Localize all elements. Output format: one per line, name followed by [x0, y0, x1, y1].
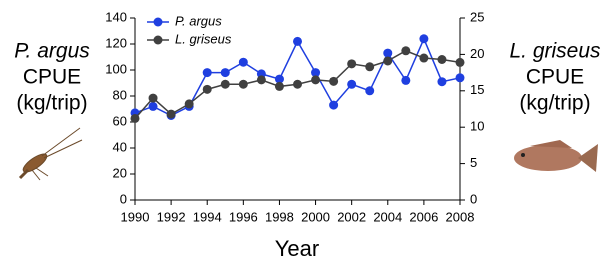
x-tick-label: 2006 — [409, 209, 438, 224]
series-point — [419, 54, 428, 63]
y2-tick-label: 10 — [470, 119, 484, 134]
x-tick-label: 1994 — [193, 209, 222, 224]
series-point — [383, 49, 392, 58]
x-tick-label: 1998 — [265, 209, 294, 224]
y-tick-label: 20 — [113, 165, 127, 180]
x-tick-label: 2004 — [373, 209, 402, 224]
series-point — [275, 82, 284, 91]
series-line — [135, 39, 460, 116]
series-point — [329, 101, 338, 110]
x-tick-label: 2008 — [446, 209, 475, 224]
series-point — [293, 80, 302, 89]
chart: P. argus CPUE (kg/trip) L. griseus CPUE … — [0, 0, 612, 265]
x-label: Year — [275, 236, 319, 261]
series-point — [167, 110, 176, 119]
y-tick-label: 140 — [105, 9, 127, 24]
y-tick-label: 60 — [113, 113, 127, 128]
series-point — [347, 59, 356, 68]
series-point — [456, 58, 465, 67]
legend-marker — [154, 36, 163, 45]
y-tick-label: 40 — [113, 139, 127, 154]
series-point — [239, 80, 248, 89]
legend-label: P. argus — [175, 13, 222, 28]
fish-icon — [514, 140, 598, 172]
series-point — [365, 62, 374, 71]
series-point — [347, 80, 356, 89]
y2-tick-label: 25 — [470, 9, 484, 24]
y-label: CPUE — [23, 66, 81, 89]
series-point — [383, 56, 392, 65]
series-point — [149, 102, 158, 111]
y-label-species: P. argus — [14, 40, 90, 63]
series-point — [311, 75, 320, 84]
x-tick-label: 2000 — [301, 209, 330, 224]
series-point — [437, 77, 446, 86]
y2-tick-label: 20 — [470, 46, 484, 61]
series-point — [185, 99, 194, 108]
y-tick-label: 80 — [113, 87, 127, 102]
series-point — [401, 46, 410, 55]
series-point — [239, 58, 248, 67]
y2-label-species: L. griseus — [509, 40, 601, 63]
series-point — [257, 75, 266, 84]
x-tick-label: 2002 — [337, 209, 366, 224]
y2-tick-label: 15 — [470, 82, 484, 97]
series-point — [437, 55, 446, 64]
x-tick-label: 1992 — [157, 209, 186, 224]
series-point — [365, 86, 374, 95]
y-label: (kg/trip) — [16, 92, 87, 115]
y-tick-label: 100 — [105, 61, 127, 76]
series-point — [221, 80, 230, 89]
series-point — [203, 68, 212, 77]
x-tick-label: 1996 — [229, 209, 258, 224]
series-point — [131, 114, 140, 123]
y2-tick-label: 5 — [470, 155, 477, 170]
y2-tick-label: 0 — [470, 191, 477, 206]
series-point — [203, 85, 212, 94]
series-point — [293, 37, 302, 46]
y2-label: CPUE — [526, 66, 584, 89]
y-tick-label: 120 — [105, 35, 127, 50]
y-tick-label: 0 — [120, 191, 127, 206]
series-point — [149, 94, 158, 103]
series-point — [401, 76, 410, 85]
series-point — [456, 73, 465, 82]
lobster-icon — [20, 128, 82, 180]
series-point — [221, 68, 230, 77]
series-point — [419, 34, 428, 43]
x-tick-label: 1990 — [121, 209, 150, 224]
y2-label: (kg/trip) — [519, 92, 590, 115]
series-point — [329, 77, 338, 86]
legend-label: L. griseus — [175, 31, 232, 46]
legend-marker — [154, 18, 163, 27]
